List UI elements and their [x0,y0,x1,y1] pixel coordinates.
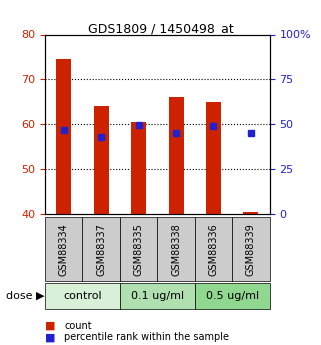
Text: control: control [63,291,102,301]
Text: GSM88337: GSM88337 [96,223,106,276]
Text: GSM88334: GSM88334 [59,223,69,276]
Text: 0.1 ug/ml: 0.1 ug/ml [131,291,184,301]
Bar [206,102,221,214]
Bar [56,59,71,214]
Bar [169,97,184,214]
Text: GSM88338: GSM88338 [171,223,181,276]
Text: 0.5 ug/ml: 0.5 ug/ml [206,291,259,301]
Bar [94,106,108,214]
Bar [243,211,258,214]
Text: count: count [64,321,92,331]
Text: GSM88339: GSM88339 [246,223,256,276]
Text: GSM88336: GSM88336 [208,223,219,276]
Text: ■: ■ [45,333,56,342]
Text: ■: ■ [45,321,56,331]
Text: dose ▶: dose ▶ [6,291,45,301]
Text: GDS1809 / 1450498_at: GDS1809 / 1450498_at [88,22,233,36]
Bar [131,122,146,214]
Text: GSM88335: GSM88335 [134,223,143,276]
Text: percentile rank within the sample: percentile rank within the sample [64,333,229,342]
